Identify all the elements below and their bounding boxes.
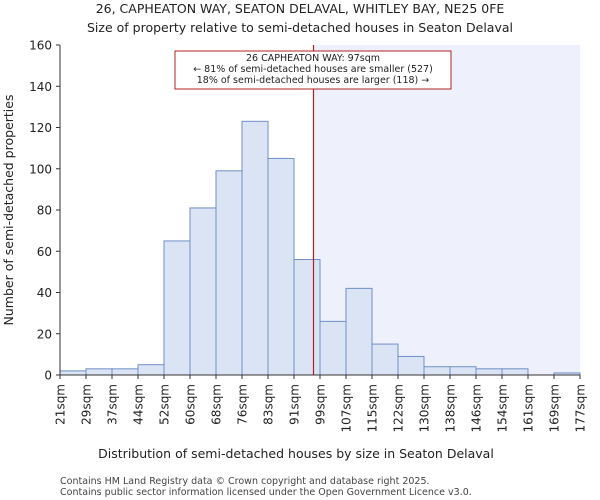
annotation-border <box>174 50 452 90</box>
bar-44sqm <box>137 364 165 376</box>
footer-line-2: Contains public sector information licen… <box>60 487 472 498</box>
bar-146sqm <box>475 368 503 376</box>
y-tick-label: 20 <box>37 327 52 341</box>
y-tick-label: 160 <box>29 39 52 53</box>
y-tick-label: 120 <box>29 121 52 135</box>
y-axis-label: Number of semi-detached properties <box>1 95 16 326</box>
bar-29sqm <box>85 368 113 376</box>
bar-68sqm <box>215 170 243 376</box>
y-tick-label: 0 <box>44 369 52 383</box>
bar-122sqm <box>397 355 425 376</box>
chart-title: 26, CAPHEATON WAY, SEATON DELAVAL, WHITL… <box>96 1 505 16</box>
x-tick-label: 29sqm <box>80 384 94 425</box>
x-tick-label: 138sqm <box>444 384 458 432</box>
bar-138sqm <box>449 366 477 376</box>
x-tick-label: 122sqm <box>392 384 406 432</box>
annotation-line-3: 18% of semi-detached houses are larger (… <box>197 75 430 86</box>
x-axis-label: Distribution of semi-detached houses by … <box>98 446 494 461</box>
x-tick-label: 37sqm <box>106 384 120 425</box>
bar-83sqm <box>267 157 295 376</box>
x-tick-label: 52sqm <box>158 384 172 425</box>
bar-115sqm <box>371 343 399 376</box>
bar-76sqm <box>241 120 269 376</box>
y-tick-label: 140 <box>29 80 52 94</box>
annotation-line-2: ← 81% of semi-detached houses are smalle… <box>193 64 433 75</box>
bar-99sqm <box>319 320 347 376</box>
x-tick-label: 161sqm <box>522 384 536 432</box>
annotation-line-1: 26 CAPHEATON WAY: 97sqm <box>246 53 380 64</box>
x-tick-label: 76sqm <box>236 384 250 425</box>
y-ticks: 0 20 40 60 80 100 120 140 160 <box>29 39 60 383</box>
x-tick-label: 99sqm <box>314 384 328 425</box>
bars-layer <box>59 120 581 376</box>
x-tick-label: 68sqm <box>210 384 224 425</box>
x-tick-label: 21sqm <box>54 384 68 425</box>
footer-line-1: Contains HM Land Registry data © Crown c… <box>60 476 430 487</box>
x-tick-label: 154sqm <box>496 384 510 432</box>
x-tick-label: 83sqm <box>262 384 276 425</box>
bar-60sqm <box>189 207 217 376</box>
y-tick-label: 40 <box>37 286 52 300</box>
y-tick-label: 60 <box>37 245 52 259</box>
x-tick-label: 177sqm <box>574 384 588 432</box>
x-tick-label: 130sqm <box>418 384 432 432</box>
bar-91sqm <box>293 259 321 376</box>
x-ticks: 21sqm 29sqm 37sqm 44sqm 52sqm 60sqm 68sqm 76sqm… <box>54 375 588 432</box>
bar-52sqm <box>163 240 191 376</box>
bar-37sqm <box>111 368 139 376</box>
annotation-box: 26 CAPHEATON WAY: 97sqm ← 81% of semi-de… <box>174 50 452 90</box>
x-tick-label: 91sqm <box>288 384 302 425</box>
x-tick-label: 146sqm <box>470 384 484 432</box>
x-tick-label: 60sqm <box>184 384 198 425</box>
x-tick-label: 107sqm <box>340 384 354 432</box>
bar-154sqm <box>501 368 529 376</box>
x-tick-label: 115sqm <box>366 384 380 432</box>
x-tick-label: 44sqm <box>132 384 146 425</box>
bar-130sqm <box>423 366 451 376</box>
bar-107sqm <box>345 287 373 376</box>
bar-21sqm <box>59 370 87 376</box>
chart-subtitle: Size of property relative to semi-detach… <box>87 20 513 35</box>
y-tick-label: 80 <box>37 204 52 218</box>
y-tick-label: 100 <box>29 162 52 176</box>
x-tick-label: 169sqm <box>548 384 562 432</box>
